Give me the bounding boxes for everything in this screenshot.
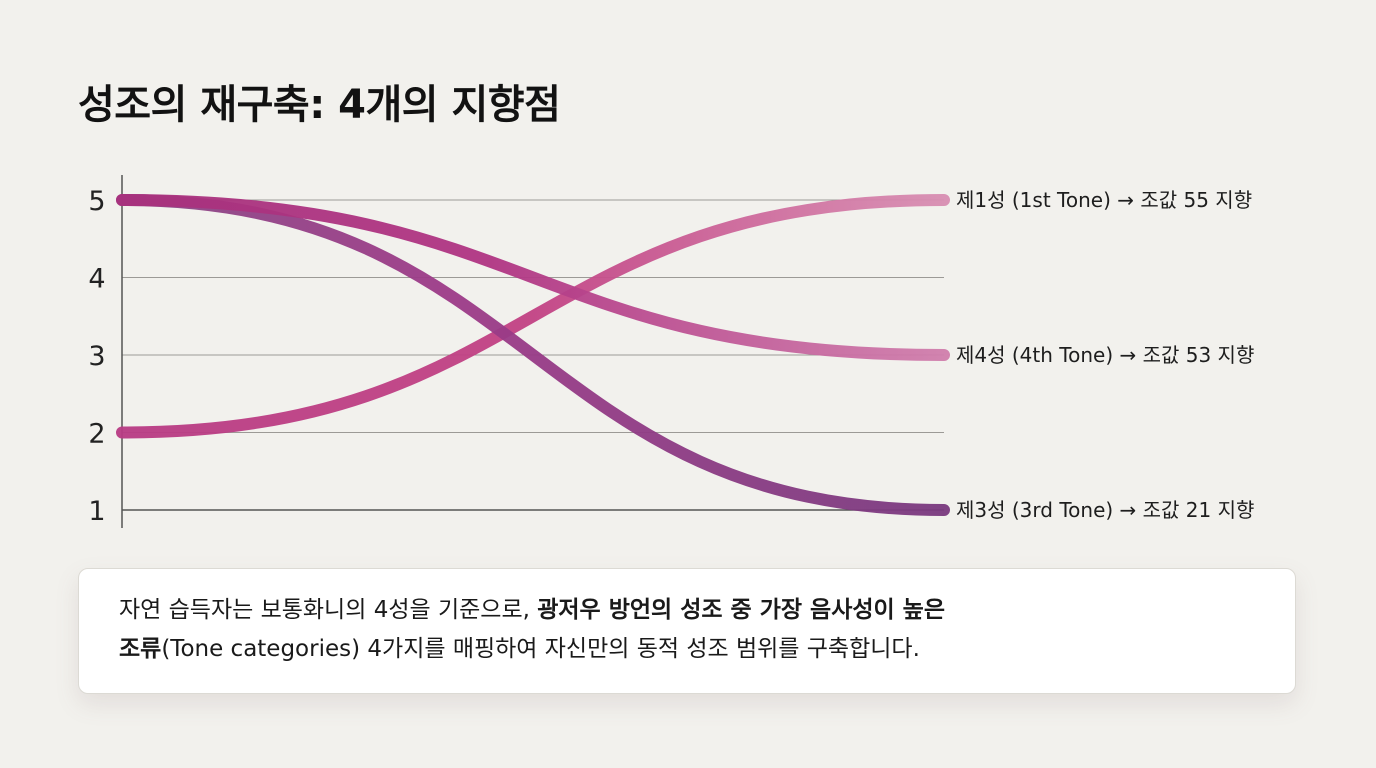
series-line	[116, 194, 950, 516]
chart-series	[116, 194, 950, 516]
caption-highlight-term: 조류	[119, 636, 162, 662]
caption-highlight: 광저우 방언의 성조 중 가장 음사성이 높은	[537, 597, 945, 623]
caption-text-continued: (Tone categories) 4가지를 매핑하여 자신만의 동적 성조 범…	[161, 636, 920, 662]
y-tick-label: 4	[88, 264, 105, 295]
page-title: 성조의 재구축: 4개의 지향점	[78, 82, 561, 128]
y-tick-label: 3	[88, 341, 105, 372]
series-line	[116, 194, 950, 439]
series-end-label: 제1성 (1st Tone) → 조값 55 지향	[956, 188, 1252, 212]
series-line	[116, 194, 950, 361]
series-end-label: 제3성 (3rd Tone) → 조값 21 지향	[956, 498, 1254, 522]
y-tick-label: 2	[88, 419, 105, 450]
y-tick-label: 1	[88, 496, 105, 527]
caption-box: 자연 습득자는 보통화니의 4성을 기준으로, 광저우 방언의 성조 중 가장 …	[78, 568, 1296, 694]
series-end-label: 제4성 (4th Tone) → 조값 53 지향	[956, 343, 1254, 367]
y-tick-label: 5	[88, 186, 105, 217]
caption-text: 자연 습득자는 보통화니의 4성을 기준으로,	[119, 597, 538, 623]
chart-axis: 5 4 3 2 1	[88, 175, 944, 528]
